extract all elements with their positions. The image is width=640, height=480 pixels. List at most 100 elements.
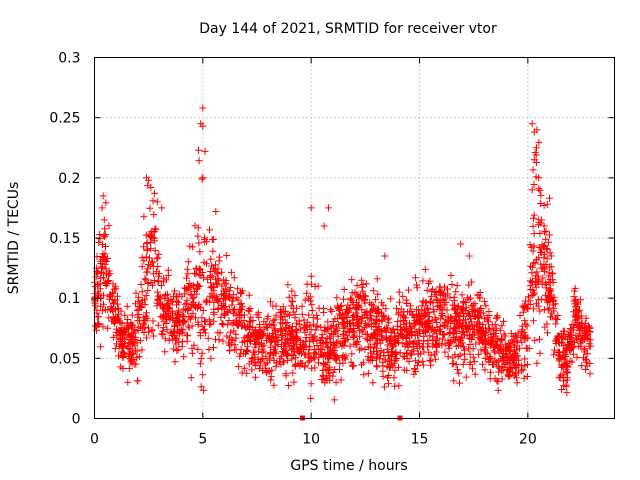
- data-point: [405, 286, 412, 294]
- data-point: [268, 330, 276, 337]
- data-point: [410, 313, 418, 321]
- data-point: [475, 306, 483, 314]
- data-point: [373, 354, 381, 362]
- data-point: [260, 325, 268, 333]
- data-point: [348, 276, 356, 284]
- data-point: [149, 197, 157, 205]
- data-point: [95, 239, 103, 246]
- data-point: [327, 339, 335, 347]
- data-point: [143, 247, 151, 255]
- data-point: [276, 358, 283, 366]
- data-point: [404, 343, 412, 351]
- data-point: [194, 345, 202, 353]
- data-point: [501, 361, 509, 368]
- data-point: [205, 345, 213, 353]
- data-point: [505, 368, 513, 376]
- data-point: [467, 278, 475, 286]
- data-point: [284, 357, 292, 365]
- data-point: [418, 343, 426, 351]
- data-point: [209, 283, 217, 291]
- data-point: [532, 283, 540, 291]
- axis-ticks: [94, 57, 615, 419]
- data-point: [411, 338, 419, 346]
- data-point: [325, 369, 333, 377]
- data-point: [427, 357, 435, 365]
- data-point: [513, 379, 521, 387]
- data-point: [536, 335, 543, 343]
- data-point: [154, 263, 162, 270]
- data-point: [528, 269, 536, 277]
- data-point: [368, 301, 375, 309]
- data-point: [389, 325, 397, 333]
- data-point: [385, 380, 392, 388]
- y-tick-label: 0.2: [58, 171, 80, 187]
- data-point: [352, 309, 360, 317]
- data-point: [161, 335, 169, 343]
- data-point: [494, 363, 502, 371]
- data-point: [531, 149, 539, 157]
- data-point: [378, 316, 386, 324]
- data-point: [553, 315, 561, 323]
- data-point-peak: [528, 186, 536, 194]
- data-point: [505, 342, 513, 350]
- data-point-peak: [199, 122, 207, 130]
- data-point-peak: [100, 216, 108, 224]
- data-point: [583, 332, 591, 340]
- data-point: [436, 283, 444, 291]
- data-point: [493, 312, 501, 320]
- data-point: [240, 334, 248, 342]
- data-point: [183, 337, 191, 345]
- data-point: [541, 228, 548, 236]
- data-point: [143, 309, 150, 317]
- data-point: [192, 285, 200, 293]
- data-point: [246, 317, 253, 325]
- data-point: [573, 353, 581, 361]
- data-point: [298, 302, 306, 310]
- data-point: [466, 341, 474, 348]
- data-point: [529, 247, 537, 255]
- data-point: [426, 356, 434, 364]
- data-point-peak: [212, 208, 220, 215]
- data-point: [284, 281, 292, 289]
- data-point: [143, 334, 150, 342]
- data-point: [244, 323, 251, 331]
- data-point: [486, 355, 494, 362]
- data-point: [545, 272, 553, 280]
- data-point: [184, 305, 192, 313]
- data-point: [495, 357, 503, 365]
- data-point: [144, 287, 152, 294]
- data-point: [307, 272, 315, 280]
- data-point: [358, 328, 366, 336]
- data-point: [259, 331, 266, 339]
- data-point: [136, 303, 144, 310]
- data-point: [364, 369, 372, 377]
- data-point: [379, 372, 387, 380]
- data-point: [132, 333, 140, 341]
- data-point: [200, 325, 208, 333]
- data-point: [574, 300, 582, 308]
- data-point: [308, 280, 316, 288]
- data-point: [306, 353, 314, 361]
- data-point: [419, 277, 427, 285]
- data-point: [263, 315, 271, 323]
- data-point: [382, 324, 390, 332]
- data-point: [484, 316, 492, 324]
- data-point: [150, 211, 158, 219]
- data-point: [474, 291, 482, 299]
- data-point: [163, 313, 171, 321]
- data-point: [529, 286, 537, 294]
- data-point: [226, 341, 233, 349]
- data-point: [419, 298, 427, 306]
- data-point: [480, 330, 488, 338]
- data-point: [99, 323, 107, 331]
- data-point: [332, 378, 340, 386]
- data-point: [551, 346, 558, 354]
- data-point: [255, 339, 263, 347]
- data-point: [530, 305, 537, 313]
- data-point: [582, 366, 590, 373]
- data-point: [332, 325, 340, 333]
- data-point: [320, 309, 328, 316]
- data-point: [567, 334, 575, 342]
- data-point: [240, 364, 248, 372]
- data-point: [151, 246, 159, 254]
